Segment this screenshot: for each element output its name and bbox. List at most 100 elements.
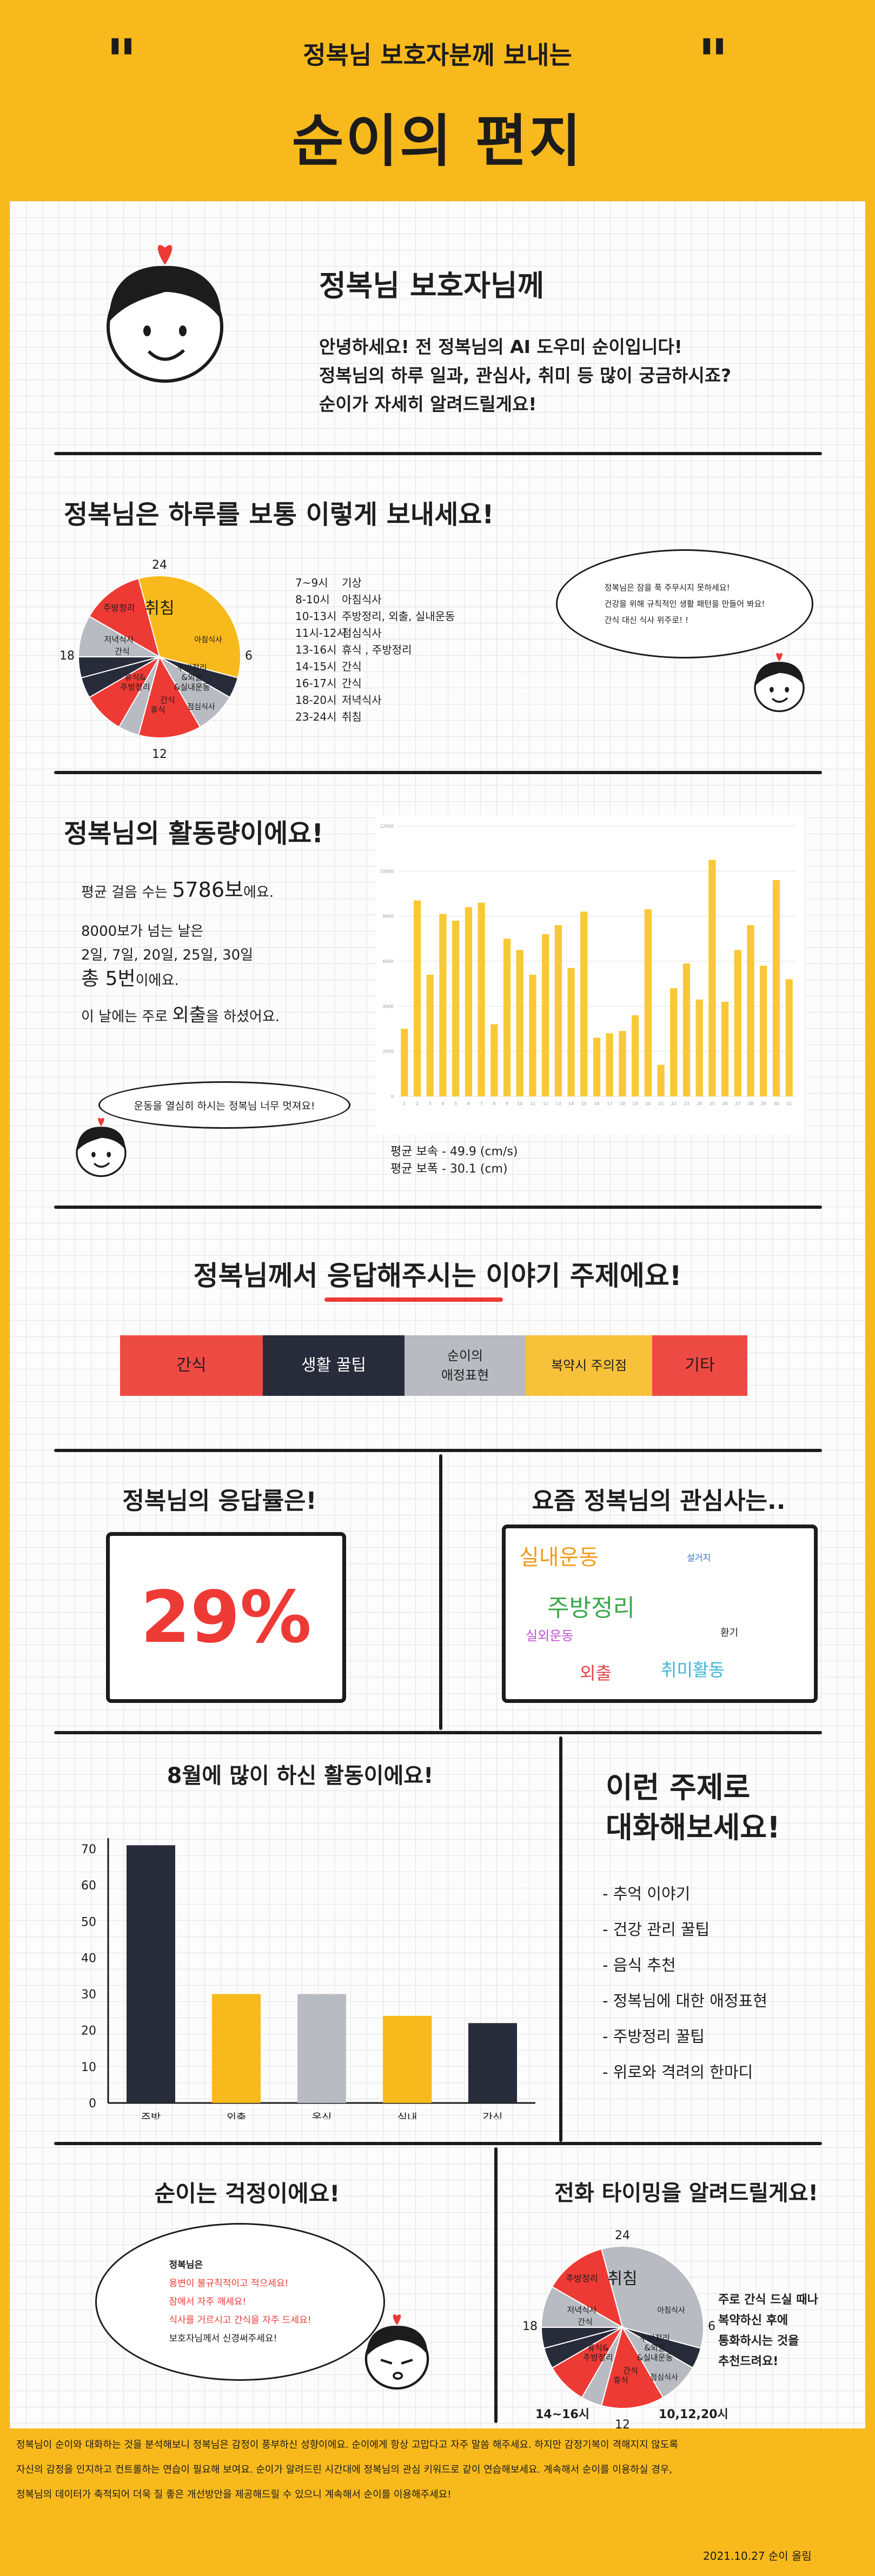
greeting-line-2: 정복님의 하루 일과, 관심사, 취미 등 많이 궁금하시죠?: [319, 365, 732, 386]
pie-label: &외출: [644, 2343, 665, 2353]
steps-bar: [439, 914, 447, 1096]
y-tick-label: 0: [89, 2097, 96, 2111]
x-tick-label: 26: [722, 1101, 728, 1106]
steps-bar: [413, 900, 421, 1096]
pie-slice: [137, 655, 201, 738]
greeting-line-1: 안녕하세요! 전 정복님의 AI 도우미 순이입니다!: [319, 336, 682, 357]
outing-value: 외출: [172, 1004, 206, 1026]
divider: [54, 2142, 822, 2145]
pie-slice: [137, 575, 241, 679]
x-tick-label: 31: [786, 1101, 792, 1106]
pie-label: 휴식&: [124, 673, 146, 682]
august-activity-bar-chart: 010203040506070주방정리외출옷식출납실내운동간식: [81, 1838, 535, 2119]
x-tick-label: 11: [530, 1101, 535, 1106]
worry-bubble-line: 식사를 거르시고 간식을 자주 드세요!: [169, 2315, 311, 2326]
page-title: 순이의 편지: [291, 108, 584, 174]
pie-slice: [600, 2326, 664, 2409]
clock-label: 6: [708, 2320, 715, 2333]
steps-bar: [708, 860, 716, 1096]
x-tick-label: 13: [555, 1101, 561, 1106]
schedule-time: 8-10시: [295, 593, 330, 606]
avg-steps-value: 5786보: [172, 878, 243, 902]
schedule-row: 14-15시 간식: [295, 658, 362, 674]
pie-label: 주방정리: [583, 2353, 613, 2362]
daily-bubble-line-3: 간식 대신 식사 위주로! !: [604, 615, 688, 625]
pie-label: 주방정리: [640, 2333, 669, 2343]
over-8000-count: 5번: [105, 968, 136, 990]
pie-label: 휴식: [613, 2375, 628, 2385]
schedule-time: 7~9시: [295, 576, 328, 589]
x-tick-label: 14: [568, 1101, 574, 1106]
interest-word: 취미활동: [661, 1660, 725, 1680]
x-tick-label: 6: [467, 1101, 470, 1106]
pie-label: &실내운동: [637, 2353, 673, 2362]
response-heading: 정복님의 응답률은!: [122, 1487, 317, 1515]
schedule-time: 14-15시: [295, 660, 337, 673]
steps-bar: [593, 1037, 601, 1096]
clock-label: 12: [615, 2418, 630, 2432]
x-tick-label: 16: [594, 1101, 599, 1106]
pie-slice: [551, 2248, 624, 2329]
clock-label: 24: [152, 558, 167, 572]
footer-line: 정복님의 데이터가 축적되어 더욱 질 좋은 개선방안을 제공해드릴 수 있으니…: [16, 2489, 452, 2500]
pie-label: 아침식사: [194, 636, 222, 644]
pie-label: 휴식&: [587, 2343, 609, 2353]
divider: [54, 1206, 822, 1209]
daily-bubble-line-1: 정복님은 잠을 푹 주무시지 못하세요!: [604, 583, 730, 593]
pie-label: 주방정리: [177, 663, 207, 673]
x-tick-label: 19: [633, 1101, 638, 1106]
greeting-line-3: 순이가 자세히 알려드릴게요!: [319, 394, 537, 415]
worry-bubble-line: 잠에서 자주 깨세요!: [169, 2297, 247, 2307]
pie-label: 저녁식사: [104, 635, 134, 644]
suggest-item: - 위로와 격려의 한마디: [602, 2063, 753, 2081]
pie-label: 간식: [578, 2317, 593, 2327]
schedule-time: 10-13시: [295, 610, 337, 623]
topic-tag: 기타: [652, 1335, 747, 1396]
activity-bar: [383, 2015, 432, 2103]
clock-label: 6: [245, 649, 253, 663]
x-tick-label: 옷식: [312, 2111, 332, 2119]
steps-bar: [785, 979, 793, 1096]
interest-word: 실내운동: [519, 1545, 599, 1570]
x-tick-label: 7: [480, 1101, 483, 1106]
x-tick-label: 5: [454, 1101, 457, 1106]
steps-bar: [606, 1033, 613, 1096]
steps-bar: [503, 938, 511, 1096]
x-tick-label: 27: [735, 1101, 740, 1106]
pie-label: 간식: [115, 647, 130, 656]
schedule-row: 23-24시 취침: [295, 708, 362, 724]
x-tick-label: 21: [658, 1101, 664, 1106]
footer: 정복님이 순이와 대화하는 것을 분석해보니 정복님은 감정이 풍부하신 성향이…: [16, 2433, 860, 2507]
x-tick-label: 18: [620, 1101, 625, 1106]
steps-bar: [567, 968, 575, 1096]
over-8000-days: 2일, 7일, 20일, 25일, 30일: [81, 947, 254, 963]
pie-label: 아침식사: [657, 2306, 685, 2315]
x-tick-label: 20: [645, 1101, 651, 1106]
x-tick-label: 2: [416, 1101, 419, 1106]
schedule-time: 11시-12시: [295, 627, 347, 640]
suggest-item: - 추억 이야기: [602, 1885, 691, 1903]
y-tick-label: 10000: [380, 869, 394, 874]
x-tick-label: 9: [506, 1101, 508, 1106]
steps-bar: [747, 925, 754, 1096]
suggest-list: - 추억 이야기 - 건강 관리 꿀팁 - 음식 추천 - 정복님에 대한 애정…: [602, 1876, 767, 2090]
topic-tag: 복약시 주의점: [526, 1335, 652, 1396]
topic-tag: 생활 꿀팁: [263, 1335, 405, 1396]
call-note: 주로 간식 드실 때나 복약하신 후에 통화하시는 것을 추천드려요!: [718, 2293, 818, 2368]
steps-bar: [401, 1029, 408, 1096]
steps-bar: [529, 975, 536, 1096]
activity-speech-bubble: 운동을 열심히 하시는 정복님 너무 멋져요!: [98, 1081, 350, 1129]
schedule-activity: 기상: [342, 576, 362, 589]
activity-bar: [468, 2023, 517, 2103]
suni-face-icon: [76, 1117, 127, 1177]
x-tick-label: 17: [607, 1101, 612, 1106]
suggest-item: - 정복님에 대한 애정표현: [602, 1992, 767, 2010]
divider: [54, 771, 822, 774]
y-tick-label: 60: [81, 1879, 96, 1893]
topic-tag: 간식: [120, 1335, 263, 1396]
x-tick-label: 8: [493, 1101, 495, 1106]
schedule-row: 7~9시 기상: [295, 574, 362, 590]
response-rate-value: 29%: [141, 1576, 311, 1659]
pie-label: 점심식사: [650, 2373, 678, 2382]
divider-vertical: [494, 2147, 498, 2423]
